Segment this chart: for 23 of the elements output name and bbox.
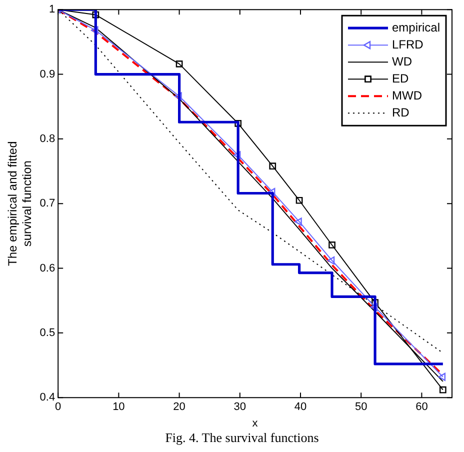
y-tick-label: 0.5 bbox=[40, 326, 56, 339]
y-tick-label: 0.8 bbox=[40, 132, 56, 145]
x-tick-label: 20 bbox=[173, 401, 186, 414]
legend-label: ED bbox=[392, 71, 410, 86]
y-tick-label: 0.7 bbox=[40, 198, 56, 210]
x-tick-label: 10 bbox=[112, 401, 125, 414]
caption: Fig. 4. The survival functions bbox=[164, 430, 320, 446]
legend-label: empirical bbox=[392, 20, 440, 34]
y-axis-title: The empirical and fitted survival function bbox=[6, 141, 34, 266]
y-tick-label: 0.4 bbox=[40, 392, 56, 404]
x-tick-label: 50 bbox=[354, 401, 368, 414]
x-tick-label: 60 bbox=[416, 401, 428, 414]
y-tick-label: 1 bbox=[48, 4, 56, 16]
legend-label: RD bbox=[392, 105, 410, 120]
x-tick-label: 40 bbox=[294, 401, 307, 414]
legend-label: WD bbox=[392, 54, 412, 68]
y-tick-label: 0.9 bbox=[40, 68, 56, 80]
x-tick-label: 0 bbox=[55, 401, 62, 414]
legend-label: MWD bbox=[392, 88, 422, 102]
x-tick-label: 30 bbox=[234, 401, 246, 414]
legend-label: LFRD bbox=[392, 37, 424, 52]
x-axis-title: x bbox=[252, 417, 258, 430]
y-tick-label: 0.6 bbox=[40, 262, 56, 274]
